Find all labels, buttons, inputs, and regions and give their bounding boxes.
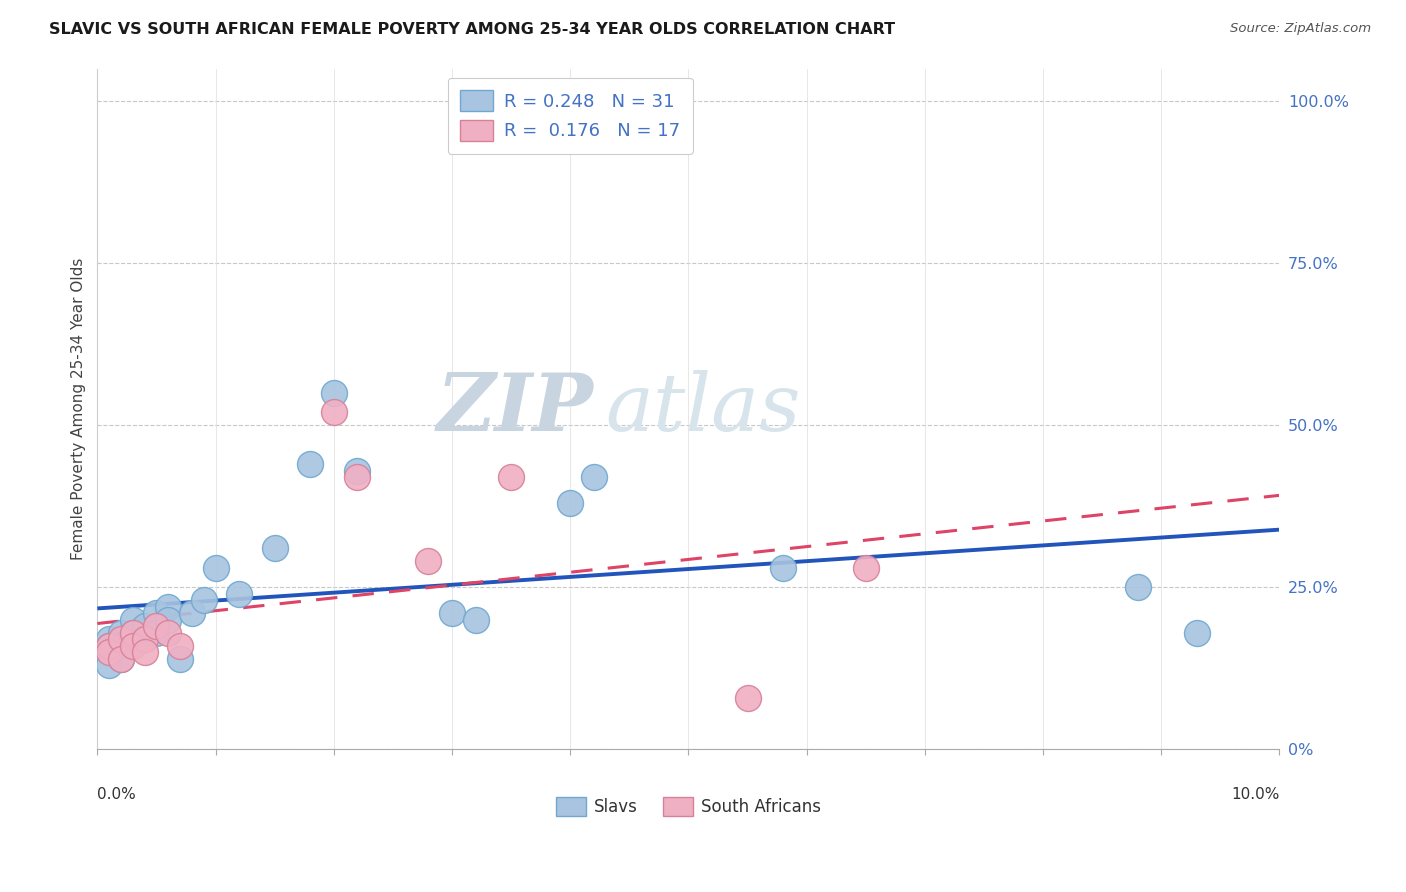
Point — [204, 561, 226, 575]
Point — [440, 606, 463, 620]
Point — [98, 639, 121, 653]
Point — [263, 541, 285, 556]
Point — [157, 613, 180, 627]
Text: 10.0%: 10.0% — [1232, 787, 1279, 802]
Point — [737, 690, 759, 705]
Point — [121, 632, 143, 647]
Point — [855, 561, 877, 575]
Text: ZIP: ZIP — [437, 370, 593, 448]
Point — [464, 613, 486, 627]
Point — [134, 619, 156, 633]
Point — [110, 651, 132, 665]
Point — [193, 593, 215, 607]
Point — [110, 639, 132, 653]
Point — [299, 457, 322, 471]
Point — [121, 639, 143, 653]
Point — [157, 625, 180, 640]
Point — [1185, 625, 1208, 640]
Point — [98, 632, 121, 647]
Point — [501, 470, 523, 484]
Point — [98, 645, 121, 659]
Text: atlas: atlas — [606, 370, 801, 448]
Text: Source: ZipAtlas.com: Source: ZipAtlas.com — [1230, 22, 1371, 36]
Point — [169, 639, 191, 653]
Point — [134, 632, 156, 647]
Point — [110, 651, 132, 665]
Point — [145, 606, 167, 620]
Point — [346, 470, 368, 484]
Point — [772, 561, 794, 575]
Point — [157, 599, 180, 614]
Point — [134, 645, 156, 659]
Y-axis label: Female Poverty Among 25-34 Year Olds: Female Poverty Among 25-34 Year Olds — [72, 258, 86, 560]
Point — [322, 385, 344, 400]
Point — [322, 405, 344, 419]
Point — [145, 625, 167, 640]
Point — [121, 613, 143, 627]
Point — [228, 587, 250, 601]
Point — [169, 651, 191, 665]
Point — [121, 625, 143, 640]
Point — [98, 658, 121, 673]
Point — [110, 625, 132, 640]
Point — [98, 639, 121, 653]
Point — [418, 554, 440, 568]
Point — [560, 496, 582, 510]
Text: SLAVIC VS SOUTH AFRICAN FEMALE POVERTY AMONG 25-34 YEAR OLDS CORRELATION CHART: SLAVIC VS SOUTH AFRICAN FEMALE POVERTY A… — [49, 22, 896, 37]
Point — [134, 632, 156, 647]
Text: 0.0%: 0.0% — [97, 787, 136, 802]
Point — [110, 632, 132, 647]
Point — [145, 619, 167, 633]
Legend: Slavs, South Africans: Slavs, South Africans — [548, 790, 828, 822]
Point — [346, 464, 368, 478]
Point — [121, 625, 143, 640]
Point — [181, 606, 204, 620]
Point — [1126, 580, 1149, 594]
Point — [582, 470, 605, 484]
